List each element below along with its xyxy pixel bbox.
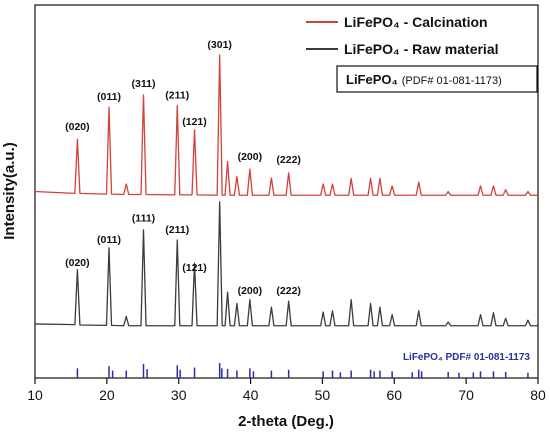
peak-label: (020) — [65, 257, 90, 269]
peak-label: (121) — [182, 116, 207, 128]
peak-label: (011) — [97, 91, 121, 103]
peak-label: (121) — [182, 262, 207, 274]
x-tick-label: 80 — [530, 387, 546, 403]
peak-label: (211) — [165, 89, 189, 101]
peak-label: (222) — [276, 285, 301, 297]
peak-label: (222) — [276, 154, 301, 166]
legend-note-compound: LiFePO₄ — [346, 72, 398, 87]
legend-label: LiFePO₄ - Calcination — [344, 14, 488, 30]
peak-label: (020) — [65, 121, 90, 133]
legend-label: LiFePO₄ - Raw material — [344, 41, 499, 57]
x-tick-label: 50 — [315, 387, 331, 403]
y-axis-label: Intensity(a.u.) — [1, 142, 18, 240]
legend-note-pdf: (PDF# 01-081-1173) — [402, 75, 502, 87]
peak-label: (211) — [165, 224, 189, 236]
x-axis-label: 2-theta (Deg.) — [238, 413, 334, 430]
x-tick-label: 40 — [243, 387, 259, 403]
x-tick-label: 70 — [458, 387, 474, 403]
peak-label: (011) — [97, 234, 121, 246]
x-tick-label: 20 — [99, 387, 115, 403]
peak-label: (200) — [238, 151, 263, 163]
x-tick-label: 30 — [171, 387, 187, 403]
reference-label: LiFePO₄ PDF# 01-081-1173 — [403, 352, 530, 363]
xrd-trace — [34, 201, 538, 327]
peak-label: (301) — [207, 39, 232, 51]
xrd-trace — [34, 54, 538, 196]
peak-label: (311) — [132, 78, 156, 90]
legend-note-box — [336, 65, 538, 93]
peak-label: (200) — [238, 285, 263, 297]
x-tick-label: 60 — [386, 387, 402, 403]
x-tick-label: 10 — [27, 387, 43, 403]
peak-label: (111) — [132, 212, 155, 224]
legend-note: LiFePO₄ (PDF# 01-081-1173) — [346, 72, 502, 87]
